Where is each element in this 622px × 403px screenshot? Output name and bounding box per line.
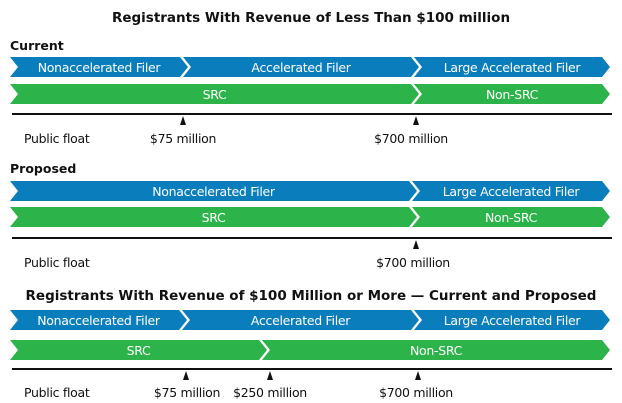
bar-nonaccelerated: Nonaccelerated Filer <box>10 181 417 201</box>
bar-accelerated: Accelerated Filer <box>183 57 419 77</box>
title-large-revenue: Registrants With Revenue of $100 Million… <box>25 288 597 304</box>
tick-marker <box>415 371 421 380</box>
threshold-label: $75 million <box>149 131 217 146</box>
section-current: Current <box>10 38 64 53</box>
title-small-revenue: Registrants With Revenue of Less Than $1… <box>111 10 511 26</box>
axis-line <box>12 113 612 115</box>
tick-marker <box>413 240 419 249</box>
bar-accelerated: Accelerated Filer <box>182 310 419 330</box>
bar-nonaccelerated: Nonaccelerated Filer <box>10 57 188 77</box>
axis-label: Public float <box>24 385 90 400</box>
axis-line <box>12 237 612 239</box>
tick-marker <box>413 116 419 125</box>
bar-src: SRC <box>10 340 267 360</box>
threshold-label: $75 million <box>153 385 221 400</box>
bar-non-src: Non-SRC <box>414 84 610 104</box>
bar-non-src: Non-SRC <box>262 340 610 360</box>
tick-marker <box>267 371 273 380</box>
tick-marker <box>183 371 189 380</box>
bar-large-accelerated: Large Accelerated Filer <box>414 57 610 77</box>
axis-label: Public float <box>24 255 90 270</box>
tick-marker <box>180 116 186 125</box>
bar-non-src: Non-SRC <box>412 207 610 227</box>
bar-large-accelerated: Large Accelerated Filer <box>412 181 610 201</box>
threshold-label: $700 million <box>376 255 450 270</box>
bar-large-accelerated: Large Accelerated Filer <box>414 310 610 330</box>
bar-nonaccelerated: Nonaccelerated Filer <box>10 310 187 330</box>
bar-src: SRC <box>10 84 419 104</box>
threshold-label: $700 million <box>379 385 453 400</box>
section-proposed: Proposed <box>10 161 77 176</box>
threshold-label: $700 million <box>374 131 448 146</box>
axis-line <box>12 368 612 370</box>
axis-label: Public float <box>24 131 90 146</box>
threshold-label: $250 million <box>233 385 307 400</box>
bar-src: SRC <box>10 207 417 227</box>
